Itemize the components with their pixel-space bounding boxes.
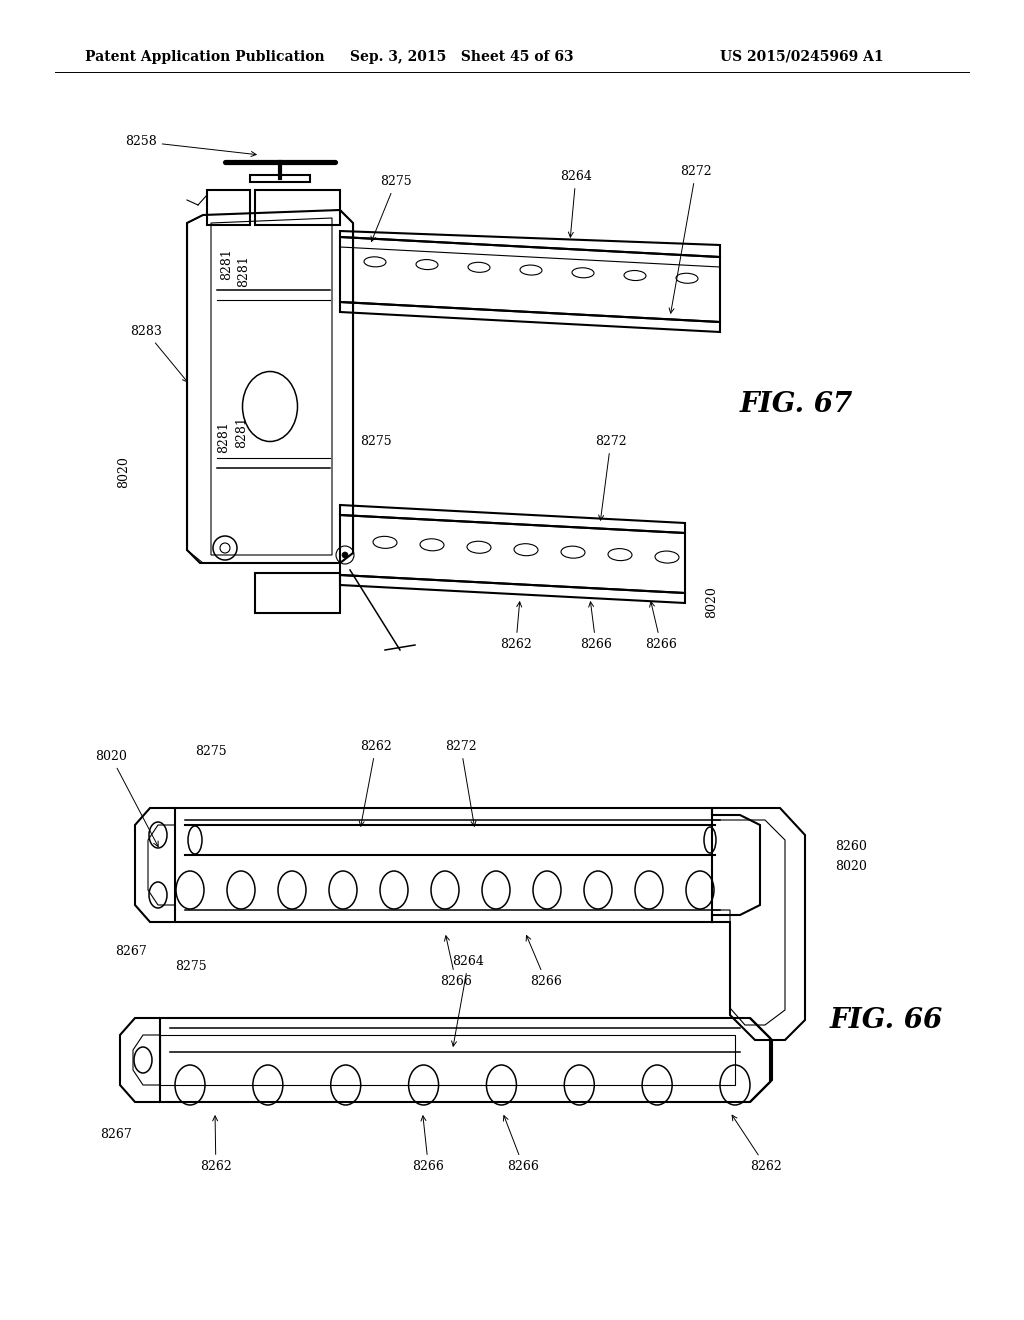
Text: 8020: 8020 <box>117 457 130 488</box>
Text: 8281: 8281 <box>217 421 230 453</box>
Text: 8272: 8272 <box>445 741 476 826</box>
Text: 8272: 8272 <box>595 436 627 520</box>
Text: 8275: 8275 <box>371 176 412 242</box>
Text: 8267: 8267 <box>115 945 146 958</box>
Text: 8266: 8266 <box>645 602 677 651</box>
Text: 8262: 8262 <box>200 1115 231 1173</box>
Text: 8266: 8266 <box>504 1115 540 1173</box>
Text: 8275: 8275 <box>175 960 207 973</box>
Text: 8260: 8260 <box>835 840 867 853</box>
Text: 8281: 8281 <box>220 248 233 280</box>
Text: 8266: 8266 <box>413 1115 444 1173</box>
Circle shape <box>342 552 348 558</box>
Text: 8262: 8262 <box>359 741 392 826</box>
Text: 8283: 8283 <box>130 325 187 381</box>
Text: 8275: 8275 <box>195 744 226 758</box>
Text: Patent Application Publication: Patent Application Publication <box>85 50 325 63</box>
Text: 8266: 8266 <box>440 936 472 987</box>
Text: 8264: 8264 <box>452 954 484 1047</box>
Text: 8266: 8266 <box>526 936 562 987</box>
Text: 8020: 8020 <box>705 586 718 618</box>
Text: 8258: 8258 <box>125 135 256 157</box>
Text: 8272: 8272 <box>669 165 712 313</box>
Text: US 2015/0245969 A1: US 2015/0245969 A1 <box>720 50 884 63</box>
Text: 8020: 8020 <box>95 750 158 846</box>
Text: 8266: 8266 <box>580 602 612 651</box>
Text: 8275: 8275 <box>360 436 391 447</box>
Text: 8262: 8262 <box>732 1115 781 1173</box>
Text: 8020: 8020 <box>835 861 867 873</box>
Text: 8281: 8281 <box>234 416 248 447</box>
Text: 8262: 8262 <box>500 602 531 651</box>
Text: Sep. 3, 2015   Sheet 45 of 63: Sep. 3, 2015 Sheet 45 of 63 <box>350 50 573 63</box>
Text: FIG. 67: FIG. 67 <box>740 392 853 418</box>
Text: 8281: 8281 <box>237 255 250 286</box>
Text: FIG. 66: FIG. 66 <box>830 1006 943 1034</box>
Text: 8267: 8267 <box>100 1129 132 1140</box>
Text: 8264: 8264 <box>560 170 592 238</box>
